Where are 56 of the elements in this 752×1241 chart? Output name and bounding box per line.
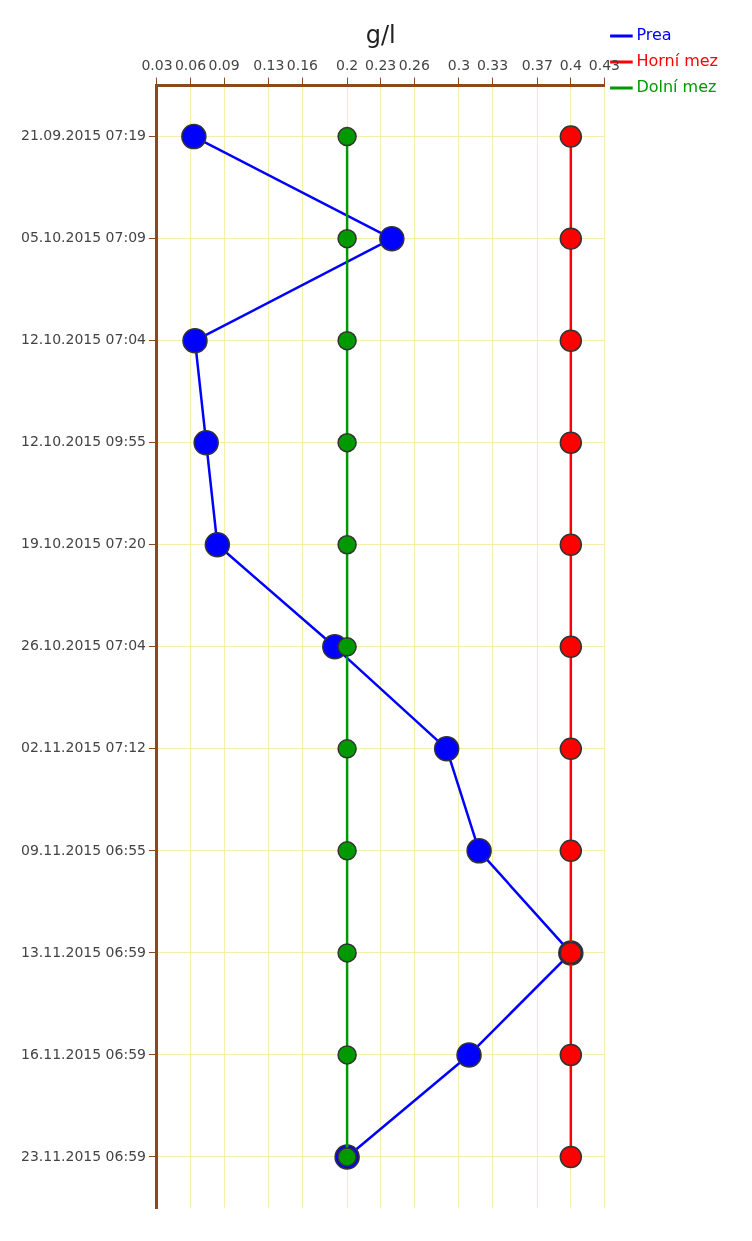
point (559, 839, 583, 863)
point (337, 739, 357, 759)
y-tick-label: 19.10.2015 07:20 (20, 535, 146, 552)
point (559, 1043, 583, 1067)
point (559, 329, 583, 352)
x-tick-label: 0.43 (588, 56, 620, 73)
x-tick-label: 0.23 (365, 56, 397, 73)
x-tick-label: 0.09 (208, 56, 240, 73)
point (337, 330, 357, 351)
point (337, 841, 357, 861)
legend-label: Horní mez (636, 51, 719, 71)
x-tick-label: 0.3 (447, 56, 471, 73)
x-tick-label: 0.37 (521, 56, 553, 73)
y-tick-label: 02.11.2015 07:12 (20, 739, 146, 756)
point (466, 838, 492, 864)
point (456, 1042, 482, 1068)
y-tick-label: 09.11.2015 06:55 (20, 841, 146, 858)
y-tick-label: 16.11.2015 06:59 (20, 1045, 146, 1062)
x-tick-label: 0.06 (174, 56, 207, 73)
point (193, 429, 219, 456)
point (337, 637, 357, 657)
point (559, 227, 583, 250)
point (337, 228, 357, 249)
point (559, 1145, 583, 1169)
y-tick-label: 12.10.2015 07:04 (20, 331, 147, 348)
x-tick-label: 0.13 (253, 56, 285, 73)
y-tick-label: 05.10.2015 07:09 (20, 229, 146, 246)
y-tick-label: 23.11.2015 06:59 (20, 1147, 146, 1164)
point (337, 1045, 357, 1065)
point (559, 737, 583, 761)
point (181, 123, 207, 150)
y-tick-label: 26.10.2015 07:04 (20, 637, 147, 654)
point (379, 225, 405, 252)
x-axis-title: g/l (365, 20, 396, 49)
point (204, 532, 231, 558)
point (559, 635, 583, 659)
point (337, 126, 357, 147)
legend-label: Dolní mez (636, 77, 717, 97)
x-tick-label: 0.4 (559, 56, 583, 73)
point (182, 327, 208, 354)
point (559, 533, 583, 557)
point (337, 432, 357, 453)
x-tick-label: 0.03 (141, 56, 173, 73)
y-tick-label: 12.10.2015 09:55 (20, 433, 146, 450)
point (337, 535, 357, 555)
y-tick-label: 13.11.2015 06:59 (20, 943, 146, 960)
y-tick-label: 21.09.2015 07:19 (20, 127, 146, 144)
x-tick-label: 0.26 (398, 56, 430, 73)
x-tick-label: 0.2 (335, 56, 359, 73)
point (559, 431, 583, 454)
x-tick-label: 0.33 (476, 56, 509, 73)
legend-label: Prea (636, 25, 672, 45)
point (433, 736, 460, 762)
x-tick-label: 0.16 (286, 56, 319, 73)
point (559, 125, 583, 148)
point (337, 943, 357, 963)
